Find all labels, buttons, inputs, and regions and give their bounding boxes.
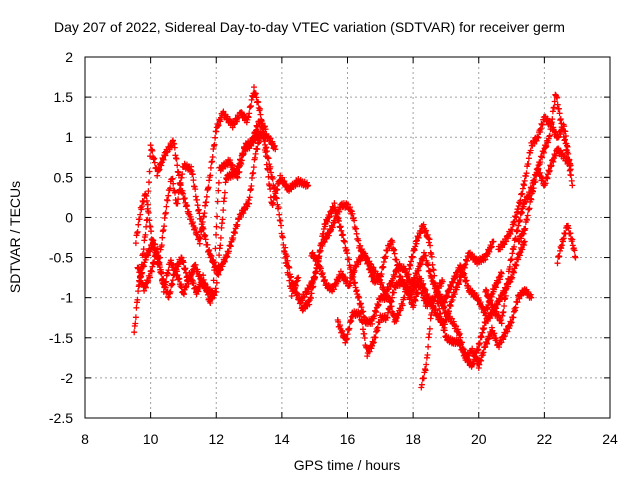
x-tick-label: 8 xyxy=(81,431,89,447)
x-tick-label: 24 xyxy=(602,431,618,447)
y-tick-label: -2 xyxy=(61,370,74,386)
chart-title: Day 207 of 2022, Sidereal Day-to-day VTE… xyxy=(54,19,565,35)
data-point-markers xyxy=(554,222,579,267)
y-tick-label: 1 xyxy=(65,129,73,145)
x-axis-label: GPS time / hours xyxy=(294,457,401,473)
series-track-12 xyxy=(495,113,574,253)
y-tick-label: -2.5 xyxy=(49,410,73,426)
data-point-markers xyxy=(136,118,269,301)
y-tick-label: 0.5 xyxy=(54,169,74,185)
x-tick-label: 12 xyxy=(208,431,224,447)
y-tick-label: 2 xyxy=(65,49,73,65)
data-point-markers xyxy=(436,286,535,371)
axis-ticks: 8 10 12 14 16 18 20 22 24 -2.5 -2 -1.5 -1 -0.5 0 0.5 1 1.… xyxy=(49,49,618,447)
series-track-1 xyxy=(131,84,312,336)
x-tick-label: 22 xyxy=(537,431,553,447)
data-point-markers xyxy=(495,113,574,253)
x-tick-label: 14 xyxy=(274,431,290,447)
data-point-markers xyxy=(131,84,312,336)
x-tick-label: 10 xyxy=(143,431,159,447)
series-track-10 xyxy=(436,286,535,371)
series-track-14 xyxy=(554,222,579,267)
y-axis-label: SDTVAR / TECUs xyxy=(7,181,23,293)
data-point-markers xyxy=(418,238,528,391)
y-tick-label: 1.5 xyxy=(54,89,74,105)
y-tick-label: -1.5 xyxy=(49,330,73,346)
y-tick-label: -1 xyxy=(61,290,74,306)
series-track-9 xyxy=(418,238,528,391)
series-track-13 xyxy=(515,145,574,245)
data-points xyxy=(131,84,579,391)
x-tick-label: 16 xyxy=(340,431,356,447)
series-track-4 xyxy=(136,118,269,301)
data-point-markers xyxy=(515,145,574,245)
y-tick-label: 0 xyxy=(65,209,73,225)
x-tick-label: 20 xyxy=(471,431,487,447)
x-tick-label: 18 xyxy=(405,431,421,447)
y-tick-label: -0.5 xyxy=(49,250,73,266)
